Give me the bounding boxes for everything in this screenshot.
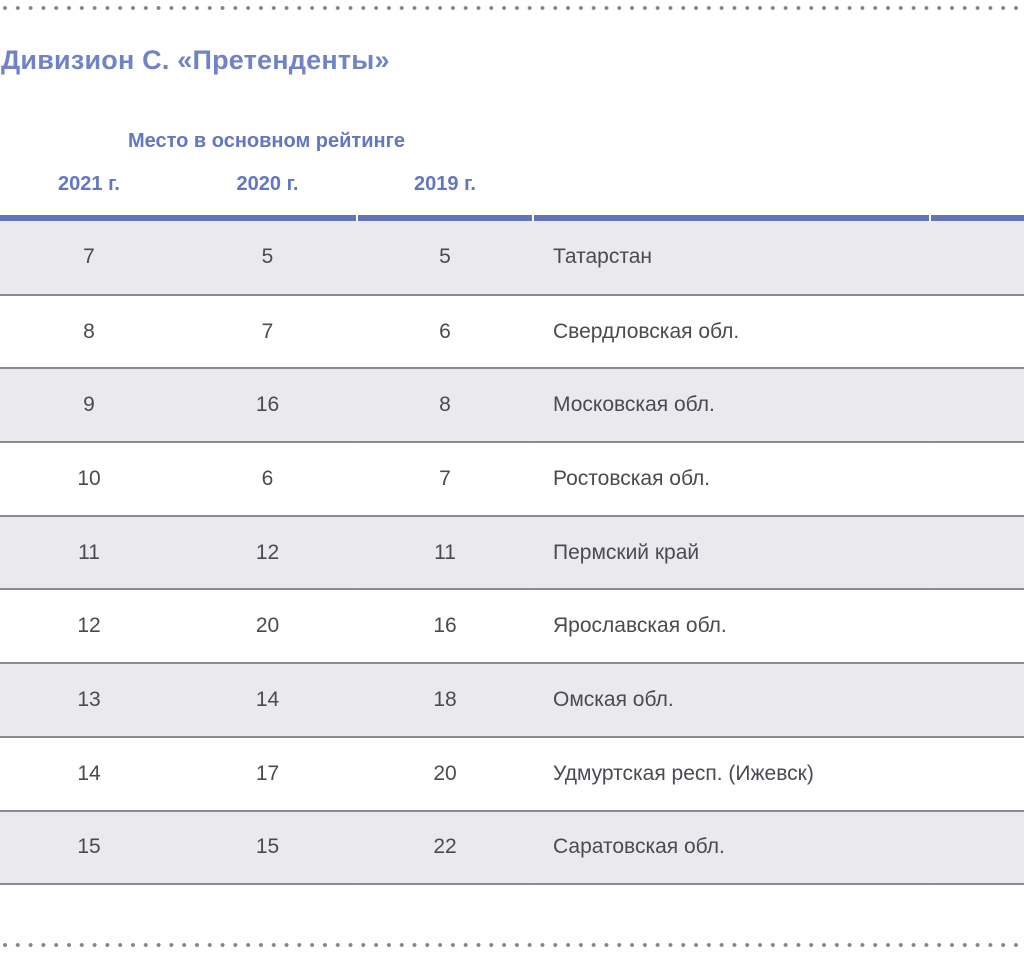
filler-cell [930, 515, 1024, 591]
rank-2020-cell: 5 [178, 221, 357, 296]
rank-2019-cell: 8 [357, 368, 533, 444]
rank-2021-cell: 11 [0, 515, 178, 591]
rank-2019-cell: 6 [357, 294, 533, 370]
region-cell: Омская обл. [533, 663, 930, 738]
filler-cell [930, 589, 1024, 665]
filler-cell [930, 810, 1024, 886]
region-cell: Татарстан [533, 221, 930, 296]
rank-2021-cell: 12 [0, 589, 178, 665]
column-header-2020: 2020 г. [236, 173, 299, 195]
filler-cell [930, 368, 1024, 444]
table-body: 7 5 5 Татарстан 8 7 6 Свердловская обл. … [0, 221, 1024, 886]
rank-2020-cell: 14 [178, 663, 357, 738]
filler-cell [930, 442, 1024, 517]
table-row: 11 12 11 Пермский край [0, 515, 1024, 591]
region-cell: Ярославская обл. [533, 589, 930, 665]
rank-2021-cell: 10 [0, 442, 178, 517]
dotted-border-top [2, 5, 1024, 11]
table-row: 14 17 20 Удмуртская респ. (Ижевск) [0, 736, 1024, 812]
filler-cell [930, 663, 1024, 738]
rank-2019-cell: 22 [357, 810, 533, 886]
table-row: 8 7 6 Свердловская обл. [0, 294, 1024, 370]
rank-2019-cell: 20 [357, 736, 533, 812]
table-row: 13 14 18 Омская обл. [0, 663, 1024, 738]
region-cell: Пермский край [533, 515, 930, 591]
region-cell: Саратовская обл. [533, 810, 930, 886]
rank-2019-cell: 7 [357, 442, 533, 517]
column-header-2021: 2021 г. [58, 173, 120, 195]
table-row: 10 6 7 Ростовская обл. [0, 442, 1024, 517]
rank-2021-cell: 9 [0, 368, 178, 444]
rank-2021-cell: 13 [0, 663, 178, 738]
column-header-2019: 2019 г. [414, 173, 476, 195]
rank-2020-cell: 20 [178, 589, 357, 665]
column-group-header: Место в основном рейтинге [127, 130, 406, 152]
table-row: 15 15 22 Саратовская обл. [0, 810, 1024, 886]
rule-gap [356, 215, 358, 221]
rank-2019-cell: 16 [357, 589, 533, 665]
rank-2021-cell: 8 [0, 294, 178, 370]
rank-2020-cell: 17 [178, 736, 357, 812]
rule-gap [532, 215, 534, 221]
region-cell: Удмуртская респ. (Ижевск) [533, 736, 930, 812]
rank-2020-cell: 12 [178, 515, 357, 591]
rank-2021-cell: 14 [0, 736, 178, 812]
page-title: Дивизион С. «Претенденты» [1, 45, 390, 75]
rank-2021-cell: 7 [0, 221, 178, 296]
rank-2020-cell: 6 [178, 442, 357, 517]
dotted-border-bottom [2, 942, 1024, 948]
rank-2020-cell: 7 [178, 294, 357, 370]
region-cell: Свердловская обл. [533, 294, 930, 370]
rank-2020-cell: 16 [178, 368, 357, 444]
table-top-rule [0, 215, 1024, 221]
filler-cell [930, 221, 1024, 296]
rank-2019-cell: 5 [357, 221, 533, 296]
filler-cell [930, 294, 1024, 370]
table-row: 9 16 8 Московская обл. [0, 368, 1024, 444]
rule-gap [929, 215, 931, 221]
table-row: 7 5 5 Татарстан [0, 221, 1024, 296]
ranking-table: 7 5 5 Татарстан 8 7 6 Свердловская обл. … [0, 221, 1024, 886]
table-row: 12 20 16 Ярославская обл. [0, 589, 1024, 665]
region-cell: Московская обл. [533, 368, 930, 444]
rank-2019-cell: 11 [357, 515, 533, 591]
rank-2019-cell: 18 [357, 663, 533, 738]
rank-2020-cell: 15 [178, 810, 357, 886]
filler-cell [930, 736, 1024, 812]
rank-2021-cell: 15 [0, 810, 178, 886]
region-cell: Ростовская обл. [533, 442, 930, 517]
